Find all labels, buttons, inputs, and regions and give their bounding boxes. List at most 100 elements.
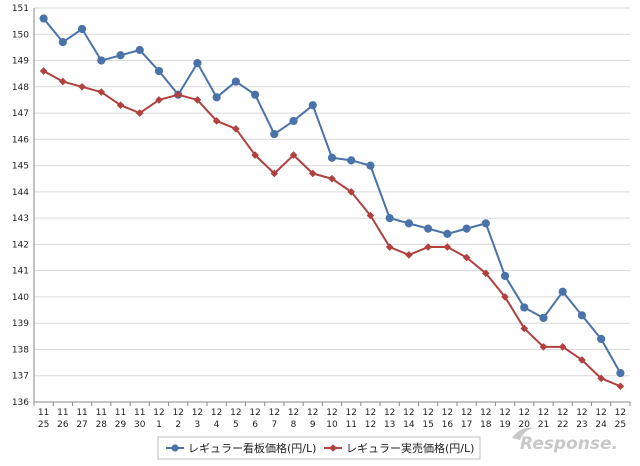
x-tick-label-day: 16 — [442, 420, 454, 430]
x-tick-label-day: 22 — [557, 420, 568, 430]
data-point-series-2 — [78, 83, 86, 91]
legend-label: レギュラー看板価格(円/L) — [188, 441, 316, 455]
x-tick-label-day: 26 — [57, 420, 69, 430]
data-point-series-1 — [154, 66, 164, 76]
data-point-series-1 — [347, 156, 356, 165]
y-tick-label: 141 — [12, 267, 29, 277]
x-tick-label-day: 25 — [38, 420, 49, 430]
data-point-series-2 — [232, 125, 240, 133]
x-tick-label-month: 12 — [480, 408, 491, 418]
data-point-series-2 — [212, 117, 221, 125]
y-tick-label: 136 — [12, 398, 29, 408]
x-tick-label-month: 12 — [519, 408, 530, 418]
series-line-1 — [42, 17, 622, 374]
x-tick-label-day: 5 — [233, 420, 239, 430]
data-point-series-1 — [520, 303, 529, 312]
data-point-series-2 — [424, 243, 432, 251]
x-tick-label-month: 12 — [288, 408, 299, 418]
gridlines — [34, 7, 630, 377]
legend-box — [157, 436, 481, 460]
x-tick-label-day: 1 — [156, 420, 162, 430]
data-point-series-1 — [597, 334, 606, 344]
x-tick-label-day: 2 — [175, 420, 181, 430]
data-point-series-1 — [58, 38, 67, 47]
data-point-series-1 — [97, 56, 106, 65]
x-tick-label-day: 17 — [461, 420, 472, 430]
x-tick-label-day: 8 — [291, 420, 297, 430]
data-point-series-1 — [424, 224, 433, 233]
x-tick-label-month: 11 — [76, 408, 87, 418]
x-tick-label-month: 12 — [345, 408, 356, 418]
x-tick-label-month: 12 — [422, 408, 433, 418]
x-tick-label-month: 12 — [461, 408, 472, 418]
data-point-series-2 — [443, 243, 452, 251]
x-tick-label-month: 12 — [576, 408, 587, 418]
data-point-series-1 — [135, 45, 144, 55]
x-tick-label-month: 12 — [307, 408, 318, 418]
data-point-series-2 — [97, 88, 106, 96]
watermark-logo: Response. — [512, 427, 618, 454]
axes — [33, 8, 630, 403]
y-tick-label: 146 — [12, 135, 29, 145]
x-tick-label-month: 11 — [115, 408, 126, 418]
data-point-series-2 — [308, 169, 317, 178]
y-tick-label: 137 — [12, 372, 29, 382]
data-point-series-1 — [462, 224, 471, 233]
data-point-series-2 — [174, 90, 182, 99]
x-tick-label-month: 12 — [499, 408, 510, 418]
data-point-series-1 — [481, 219, 490, 228]
data-point-series-2 — [597, 374, 605, 383]
x-tick-label-day: 21 — [538, 420, 549, 430]
data-point-series-2 — [155, 96, 163, 104]
data-point-series-2 — [539, 343, 548, 351]
data-point-series-2 — [578, 356, 586, 364]
data-point-series-2 — [289, 151, 298, 159]
data-point-series-2 — [520, 324, 529, 333]
y-tick-label: 149 — [12, 57, 29, 67]
data-point-series-2 — [616, 382, 625, 391]
data-point-series-1 — [77, 24, 87, 34]
data-point-series-1 — [443, 229, 452, 238]
x-tick-label-day: 18 — [480, 420, 492, 430]
x-tick-label-day: 19 — [499, 420, 511, 430]
x-tick-label-month: 12 — [442, 408, 453, 418]
data-point-series-1 — [250, 90, 260, 99]
y-tick-label: 145 — [12, 162, 29, 172]
x-tick-label-day: 15 — [422, 420, 433, 430]
data-point-series-1 — [366, 161, 375, 170]
data-point-series-1 — [289, 116, 298, 126]
x-tick-label-month: 12 — [192, 408, 203, 418]
legend-label: レギュラー実売価格(円/L) — [346, 441, 474, 455]
watermark-swoosh — [512, 427, 534, 440]
data-point-series-1 — [404, 219, 414, 228]
y-tick-label: 142 — [12, 240, 29, 250]
data-point-series-1 — [193, 59, 202, 68]
x-tick-label-month: 12 — [230, 408, 241, 418]
x-tick-label-day: 12 — [365, 420, 376, 430]
x-tick-label-month: 12 — [249, 408, 260, 418]
y-tick-label: 151 — [12, 4, 29, 14]
y-tick-label: 150 — [12, 30, 29, 40]
y-tick-label: 140 — [12, 293, 29, 303]
legend-marker-diamond — [329, 444, 337, 452]
data-point-series-1 — [308, 101, 317, 110]
x-tick-label-month: 12 — [384, 408, 395, 418]
x-tick-label-month: 12 — [538, 408, 549, 418]
x-tick-label-month: 12 — [269, 408, 280, 418]
data-point-series-2 — [116, 101, 125, 109]
data-point-series-1 — [616, 369, 625, 378]
x-tick-label-day: 29 — [115, 420, 127, 430]
x-tick-label-month: 12 — [595, 408, 606, 418]
x-tick-label-day: 20 — [519, 420, 531, 430]
data-point-series-1 — [116, 51, 125, 60]
x-tick-label-month: 11 — [57, 408, 68, 418]
legend: レギュラー看板価格(円/L) レギュラー実売価格(円/L) — [157, 436, 481, 460]
x-tick-label-month: 12 — [365, 408, 376, 418]
x-tick-label-month: 11 — [134, 408, 145, 418]
y-tick-label: 144 — [12, 188, 29, 198]
series-group — [39, 14, 625, 391]
series-line-2 — [43, 70, 621, 388]
legend-marker-circle — [171, 444, 179, 452]
x-tick-label-day: 23 — [576, 420, 587, 430]
